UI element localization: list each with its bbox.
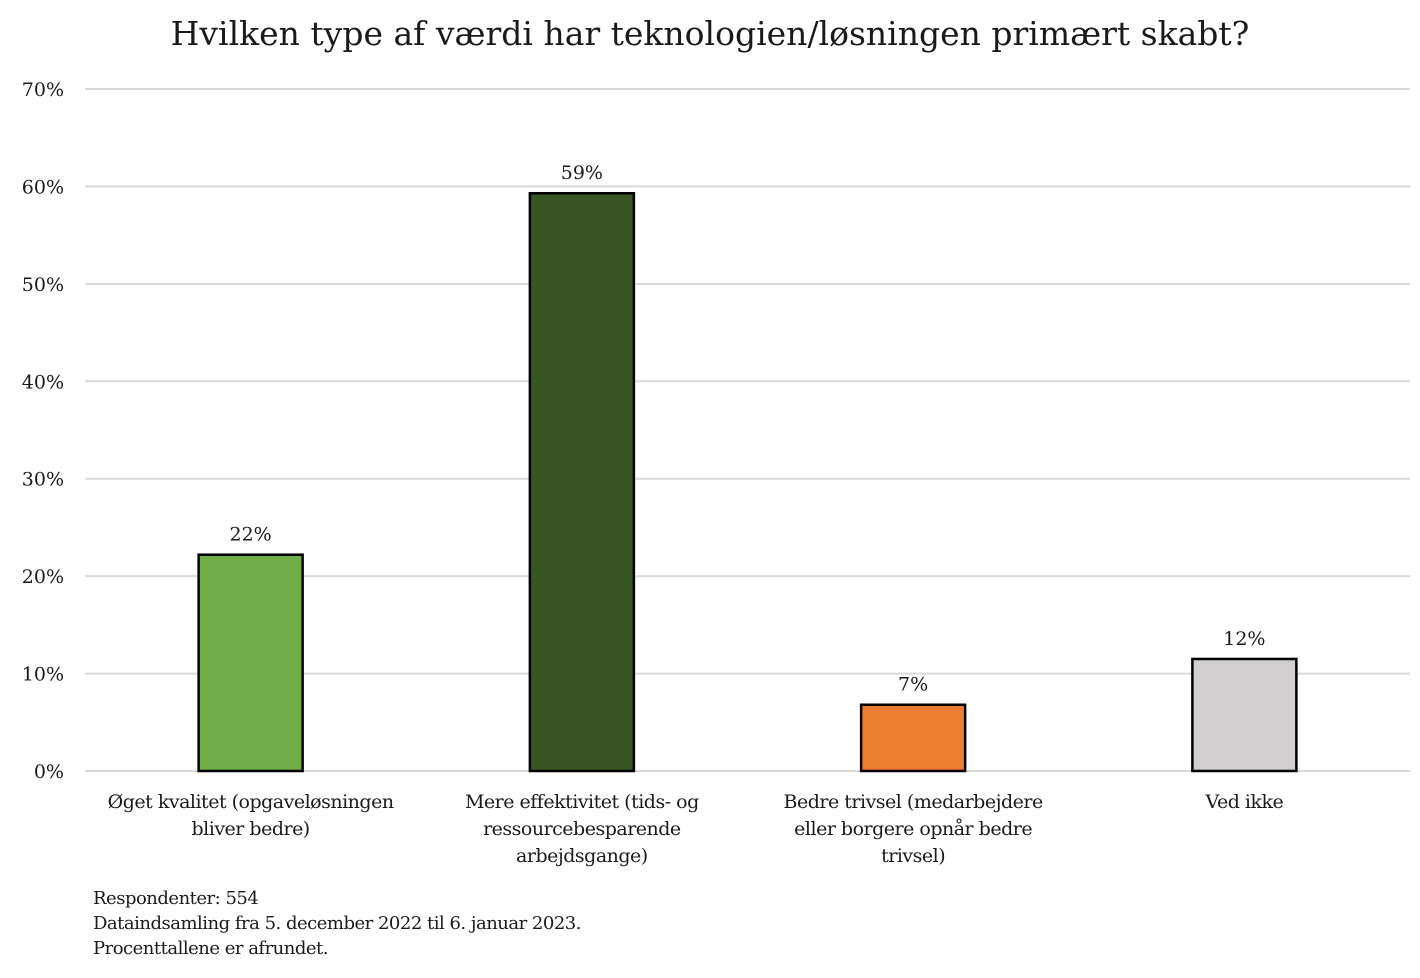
x-tick-label: Ved ikke xyxy=(1204,791,1283,813)
x-tick-label: Mere effektivitet (tids- og xyxy=(465,791,699,813)
x-tick-label: eller borgere opnår bedre xyxy=(794,818,1032,840)
data-label: 12% xyxy=(1223,628,1265,650)
chart-notes: Respondenter: 554 Dataindsamling fra 5. … xyxy=(93,886,581,961)
data-label: 59% xyxy=(561,162,603,184)
y-tick-label: 10% xyxy=(22,664,64,686)
bar xyxy=(859,703,967,773)
note-rounding: Procenttallene er afrundet. xyxy=(93,938,329,959)
x-tick-label: arbejdsgange) xyxy=(516,845,648,867)
data-label: 22% xyxy=(230,524,272,546)
y-tick-label: 60% xyxy=(22,176,64,198)
y-tick-label: 20% xyxy=(22,566,64,588)
y-tick-label: 50% xyxy=(22,274,64,296)
x-tick-label: Bedre trivsel (medarbejdere xyxy=(784,791,1043,813)
x-tick-label: ressourcebesparende xyxy=(483,818,681,840)
y-tick-label: 30% xyxy=(22,469,64,491)
x-tick-label: bliver bedre) xyxy=(192,818,310,840)
y-tick-label: 40% xyxy=(22,371,64,393)
note-collection-period: Dataindsamling fra 5. december 2022 til … xyxy=(93,913,581,934)
bar xyxy=(1191,657,1298,773)
y-tick-label: 70% xyxy=(22,79,64,101)
bar xyxy=(528,191,636,773)
y-tick-label: 0% xyxy=(34,761,64,783)
data-label: 7% xyxy=(898,674,928,696)
note-respondents: Respondenter: 554 xyxy=(93,888,259,909)
bar xyxy=(197,553,304,773)
x-tick-label: trivsel) xyxy=(881,845,945,867)
chart-title: Hvilken type af værdi har teknologien/lø… xyxy=(170,14,1250,53)
x-tick-label: Øget kvalitet (opgaveløsningen xyxy=(108,791,394,813)
